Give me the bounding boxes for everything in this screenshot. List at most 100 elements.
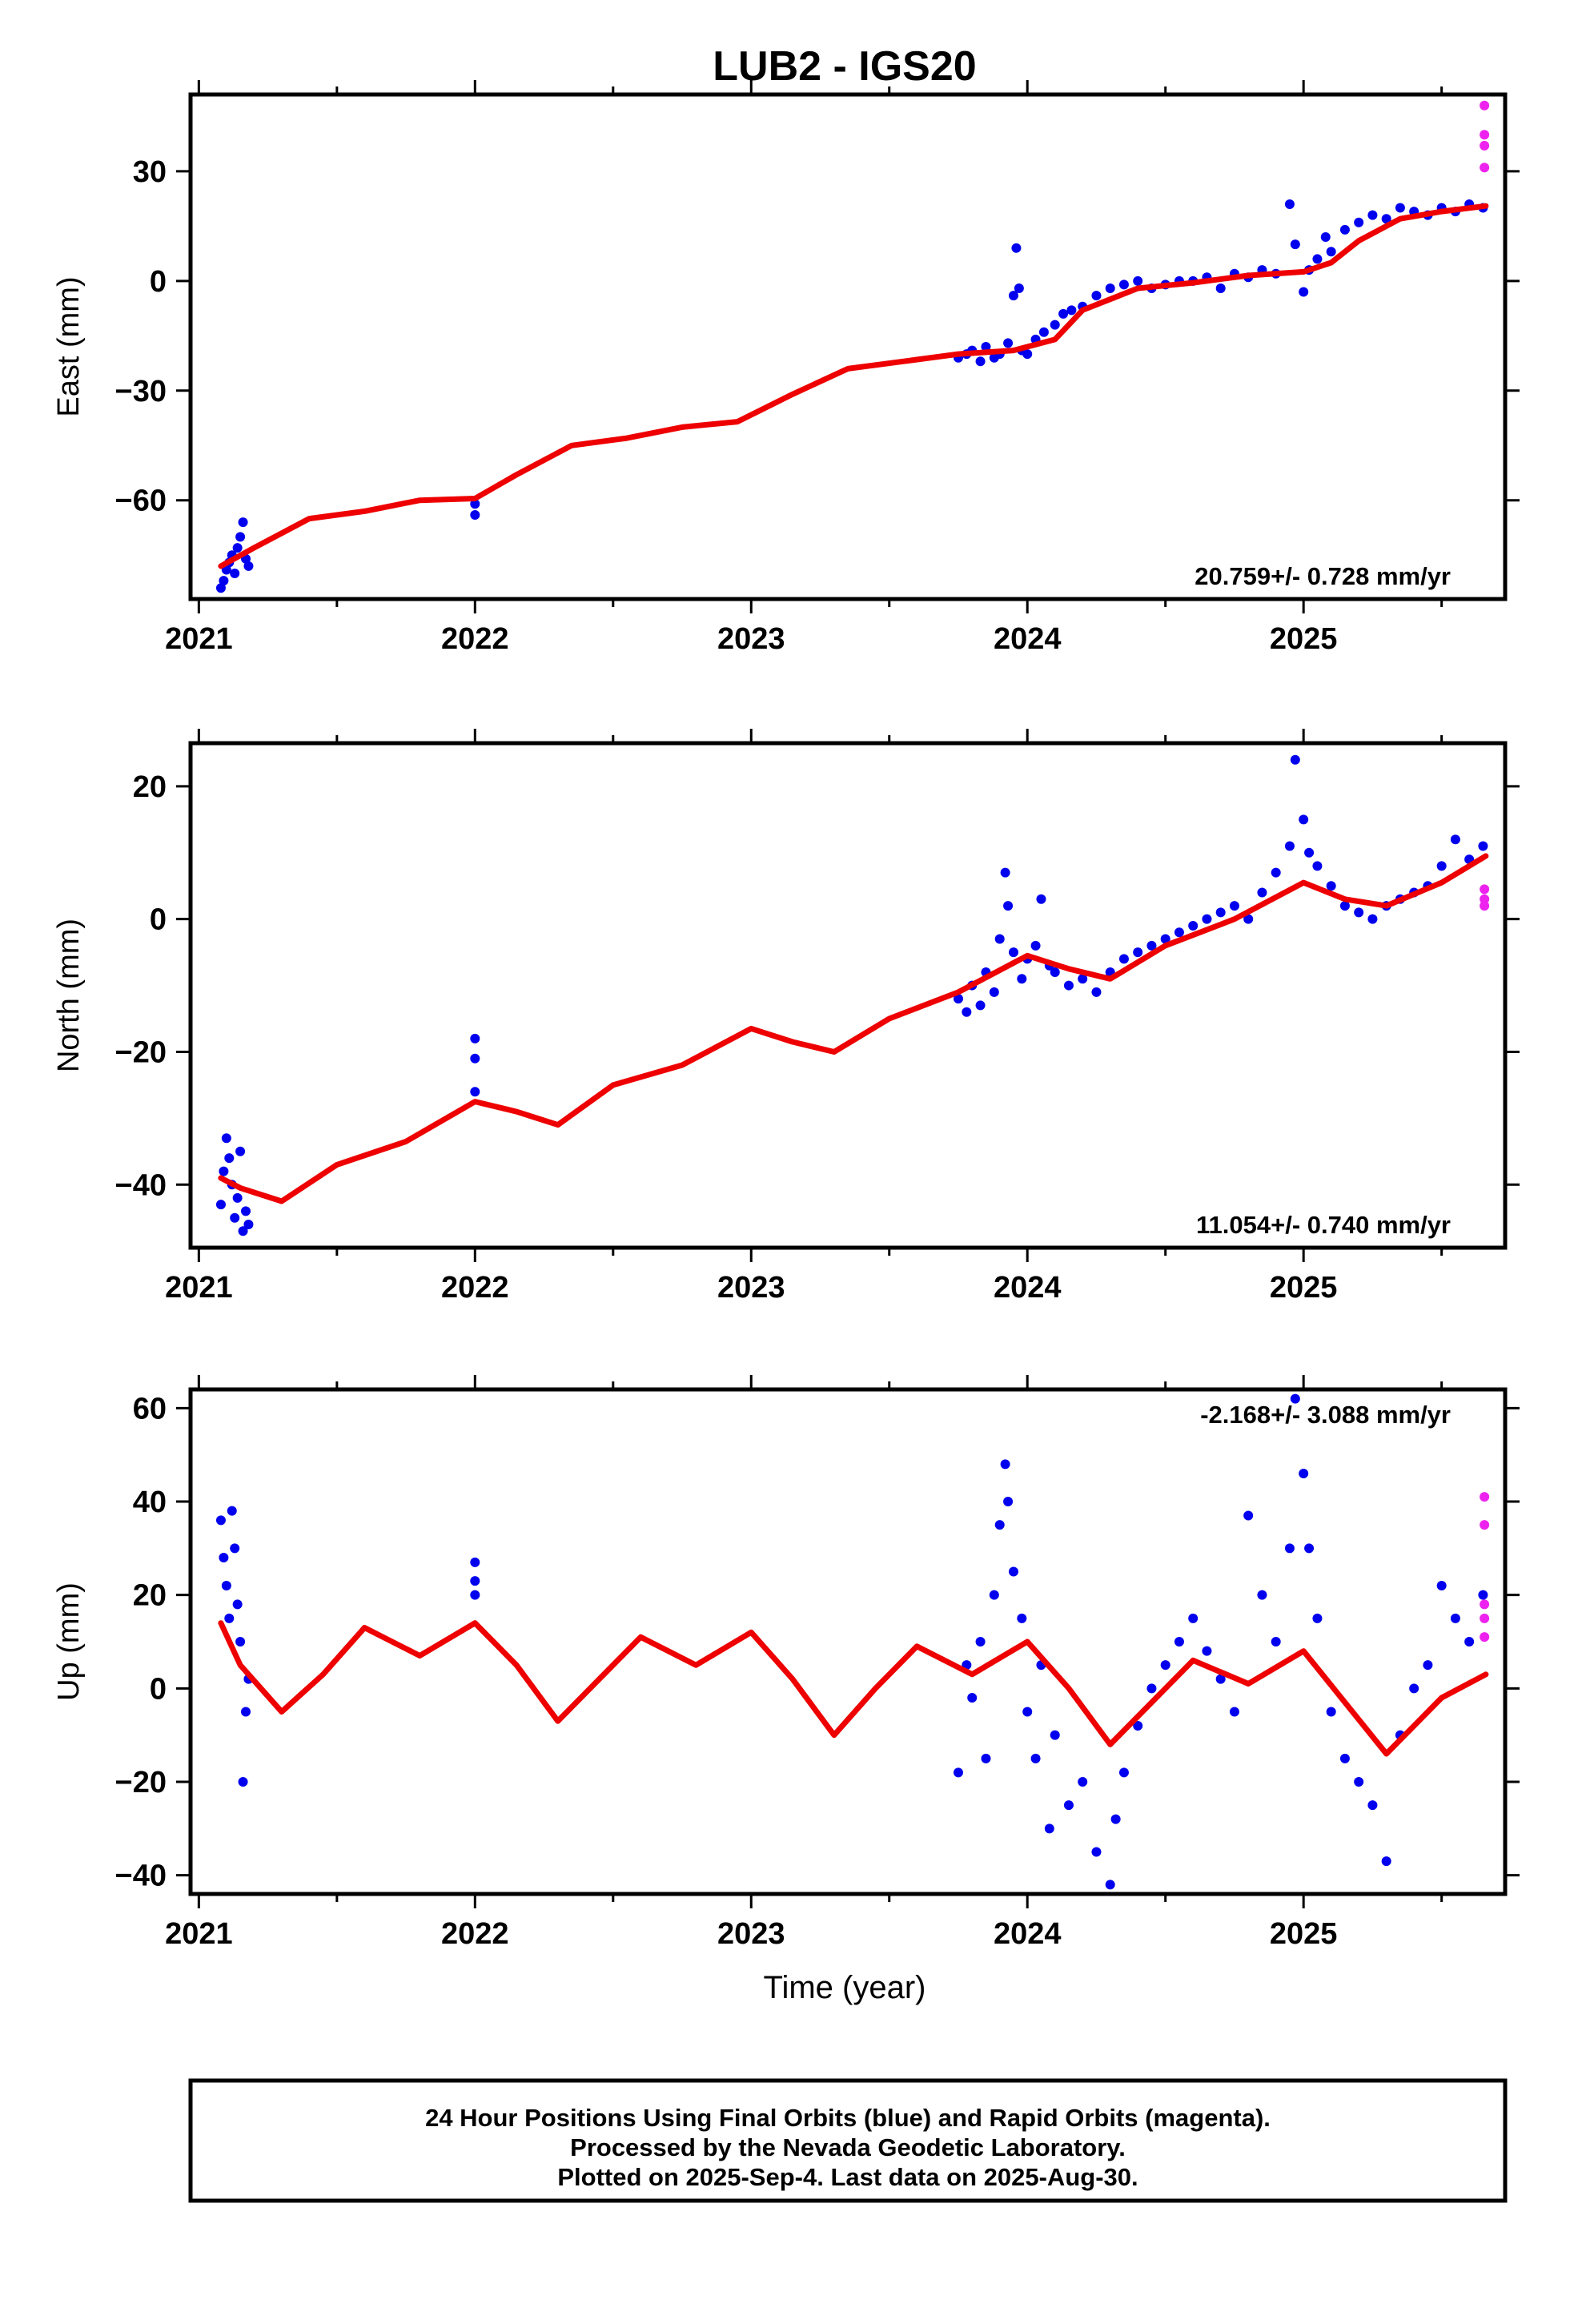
final-orbit-point	[1050, 320, 1060, 330]
x-axis-label: Time (year)	[764, 1970, 926, 2005]
y-tick-label: 30	[133, 155, 167, 189]
final-orbit-point	[243, 561, 254, 571]
final-orbit-point	[470, 510, 480, 520]
final-orbit-point	[219, 576, 229, 586]
y-tick-label: −20	[115, 1035, 167, 1069]
final-orbit-point	[953, 994, 963, 1004]
final-orbit-point	[238, 1226, 248, 1236]
final-orbit-point	[1215, 907, 1226, 918]
final-orbit-point	[1354, 907, 1364, 918]
final-orbit-point	[1050, 967, 1060, 977]
final-orbit-point	[1160, 934, 1170, 944]
rapid-orbit-point	[1480, 130, 1490, 140]
final-orbit-point	[219, 1553, 229, 1562]
y-tick-label: 0	[150, 1672, 167, 1706]
final-orbit-point	[1478, 1590, 1488, 1600]
final-orbit-point	[1290, 1393, 1300, 1404]
final-orbit-point	[1299, 814, 1309, 825]
panel-frame	[188, 741, 1508, 1250]
final-orbit-point	[1243, 914, 1254, 924]
final-orbit-point	[953, 1767, 963, 1778]
x-tick-label: 2022	[441, 1917, 509, 1951]
x-tick-label: 2021	[165, 622, 233, 656]
final-orbit-point	[230, 569, 240, 579]
y-tick-label: −40	[115, 1860, 167, 1893]
final-orbit-point	[1133, 947, 1143, 958]
final-orbit-point	[975, 356, 986, 367]
velocity-label: -2.168+/- 3.088 mm/yr	[1200, 1401, 1451, 1429]
final-orbit-point	[1118, 954, 1129, 964]
final-orbit-point	[1450, 834, 1460, 845]
final-orbit-point	[1003, 338, 1014, 348]
final-orbit-point	[1339, 901, 1350, 911]
final-orbit-point	[1271, 1637, 1281, 1647]
final-orbit-point	[1030, 1753, 1041, 1763]
y-tick-label: 60	[133, 1392, 167, 1425]
y-tick-label: 0	[150, 903, 167, 937]
final-orbit-point	[240, 1206, 251, 1216]
final-orbit-point	[1063, 1800, 1074, 1811]
final-orbit-point	[1339, 224, 1350, 235]
final-orbit-point	[1003, 901, 1014, 911]
final-orbit-point	[227, 1506, 237, 1516]
x-tick-label: 2023	[717, 622, 785, 656]
final-orbit-point	[1290, 239, 1300, 250]
final-orbit-point	[1105, 283, 1115, 293]
final-orbit-point	[1257, 1590, 1267, 1600]
final-orbit-point	[232, 1599, 243, 1610]
final-orbit-point	[1133, 275, 1143, 286]
final-orbit-point	[1354, 217, 1364, 227]
final-orbit-point	[235, 1146, 246, 1156]
final-orbit-point	[240, 1707, 251, 1717]
x-tick-label: 2024	[994, 1917, 1062, 1951]
final-orbit-point	[1320, 232, 1331, 243]
final-orbit-point	[1229, 1707, 1239, 1717]
final-orbit-point	[1326, 247, 1336, 257]
footer-frame	[188, 2078, 1508, 2203]
final-orbit-point	[981, 342, 991, 352]
final-orbit-point	[470, 1590, 480, 1600]
final-orbit-point	[1066, 305, 1077, 316]
final-orbit-point	[989, 1590, 999, 1600]
final-orbit-point	[1105, 1880, 1115, 1890]
final-orbit-point	[1022, 1707, 1033, 1717]
final-orbit-point	[1290, 754, 1300, 765]
final-orbit-point	[224, 1613, 235, 1623]
final-orbit-point	[215, 1200, 226, 1210]
final-orbit-point	[221, 1581, 231, 1590]
final-orbit-point	[243, 1219, 254, 1229]
rapid-orbit-point	[1480, 140, 1490, 151]
rapid-orbit-point	[1480, 163, 1490, 173]
rapid-orbit-point	[1480, 901, 1490, 911]
rapid-orbit-point	[1480, 1613, 1490, 1623]
panel-frame	[188, 92, 1508, 601]
final-orbit-point	[1118, 1767, 1129, 1778]
final-orbit-point	[1299, 287, 1309, 297]
final-orbit-point	[470, 1087, 480, 1097]
x-tick-label: 2021	[165, 1271, 233, 1305]
north-panel: 2021 2022 2023 2024 2025 −40 −20 0 20 North (mm) 1…	[52, 729, 1520, 1305]
final-orbit-point	[1011, 243, 1022, 253]
model-curve	[218, 203, 1489, 569]
final-orbit-point	[1017, 974, 1027, 984]
final-orbit-point	[975, 1000, 986, 1011]
rapid-orbit-point	[1480, 884, 1490, 895]
final-orbit-point	[1312, 1613, 1323, 1623]
x-tick-label: 2025	[1270, 1271, 1338, 1305]
final-orbit-point	[1091, 1847, 1102, 1857]
velocity-label: 20.759+/- 0.728 mm/yr	[1195, 562, 1451, 590]
chart-title: LUB2 - IGS20	[713, 43, 976, 90]
final-orbit-point	[1215, 283, 1226, 293]
x-tick-label: 2024	[994, 1271, 1062, 1305]
final-orbit-point	[1188, 1613, 1199, 1623]
final-orbit-point	[1022, 349, 1033, 360]
rapid-orbit-point	[1480, 100, 1490, 111]
final-orbit-point	[1304, 1543, 1315, 1554]
final-orbit-point	[1312, 861, 1323, 871]
final-orbit-point	[238, 517, 248, 528]
x-tick-label: 2025	[1270, 1917, 1338, 1951]
final-orbit-point	[1174, 927, 1184, 938]
final-orbit-point	[221, 1133, 231, 1144]
east-panel: 2021 2022 2023 2024 2025 −60 −30 0 30 East (mm) 20…	[52, 80, 1520, 656]
